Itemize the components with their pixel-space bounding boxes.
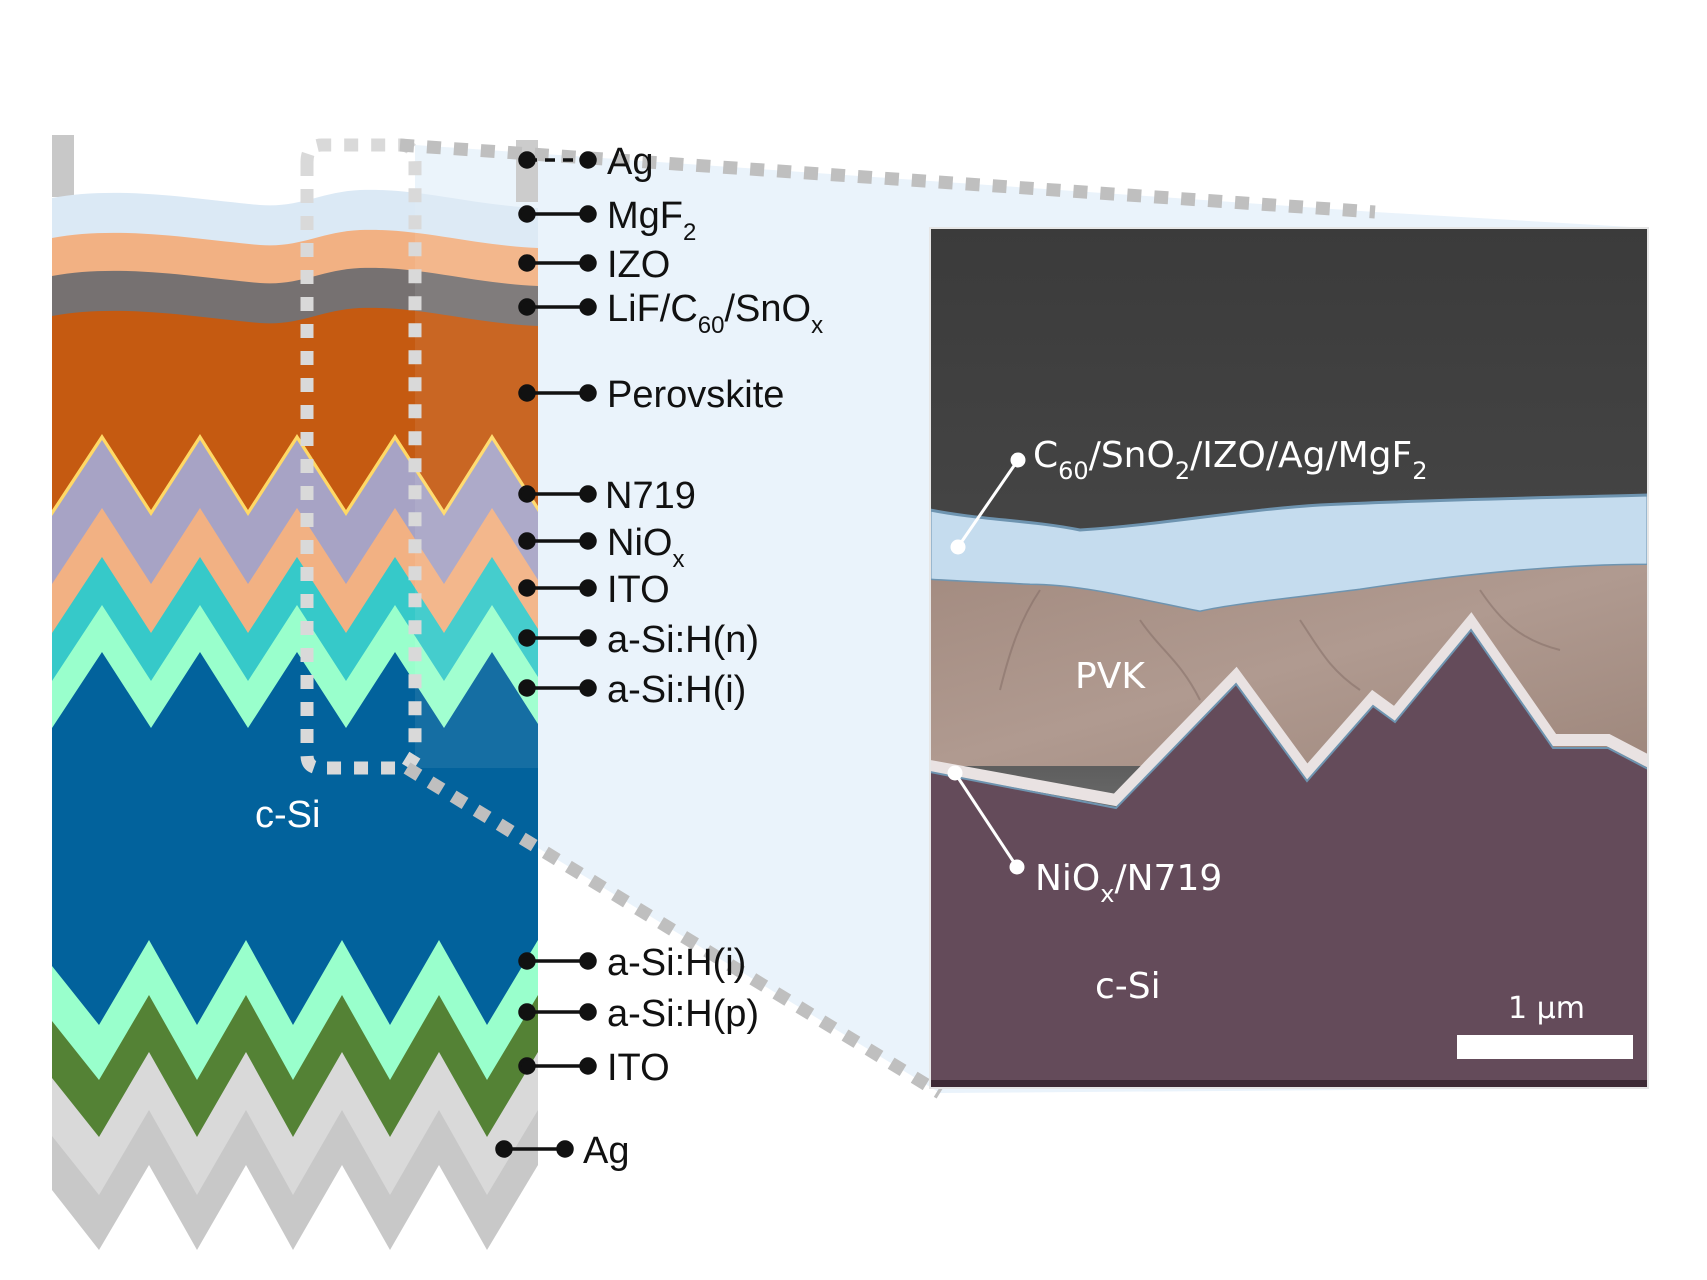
label-asih-p: a-Si:H(p) [607, 993, 759, 1035]
sem-interface-layer [930, 612, 1648, 807]
layer-labels: Ag MgF2 IZO LiF/C60/SnOx Perovskite N719… [583, 141, 823, 1172]
label-mgf2: MgF2 [607, 195, 696, 246]
label-ag-bottom: Ag [583, 1130, 629, 1172]
sem-leaders [947, 452, 1026, 875]
label-asih-i-top: a-Si:H(i) [607, 669, 746, 711]
label-leaders [495, 151, 597, 1158]
label-perovskite: Perovskite [607, 374, 784, 416]
zoom-connectors [399, 138, 1376, 1099]
sem-top-stack-label: C60/SnO2/IZO/Ag/MgF2 [1033, 435, 1428, 485]
label-n719: N719 [605, 475, 696, 517]
label-asih-i-bottom: a-Si:H(i) [607, 942, 746, 984]
sem-substrate-label: c-Si [1095, 966, 1161, 1007]
scale-bar [1457, 1035, 1633, 1059]
label-izo: IZO [607, 244, 670, 286]
zoom-box [300, 138, 422, 775]
label-ag-top: Ag [607, 141, 653, 183]
layer-stack [52, 135, 538, 1260]
label-lif-c60-snox: LiF/C60/SnOx [607, 288, 823, 339]
label-asih-n: a-Si:H(n) [607, 619, 759, 661]
label-ito-top: ITO [607, 569, 670, 611]
sem-image [930, 228, 1648, 1088]
label-niox: NiOx [607, 522, 684, 573]
stack-substrate-label: c-Si [255, 794, 320, 836]
layer-ag-top-left [52, 135, 74, 197]
scale-bar-label: 1 µm [1508, 991, 1585, 1026]
label-ito-bottom: ITO [607, 1047, 670, 1089]
sem-interface-label: NiOx/N719 [1035, 858, 1222, 908]
stack-bottom-edge [52, 1165, 538, 1260]
sem-csi-region [930, 628, 1648, 1088]
sem-pvk-label: PVK [1075, 656, 1146, 697]
